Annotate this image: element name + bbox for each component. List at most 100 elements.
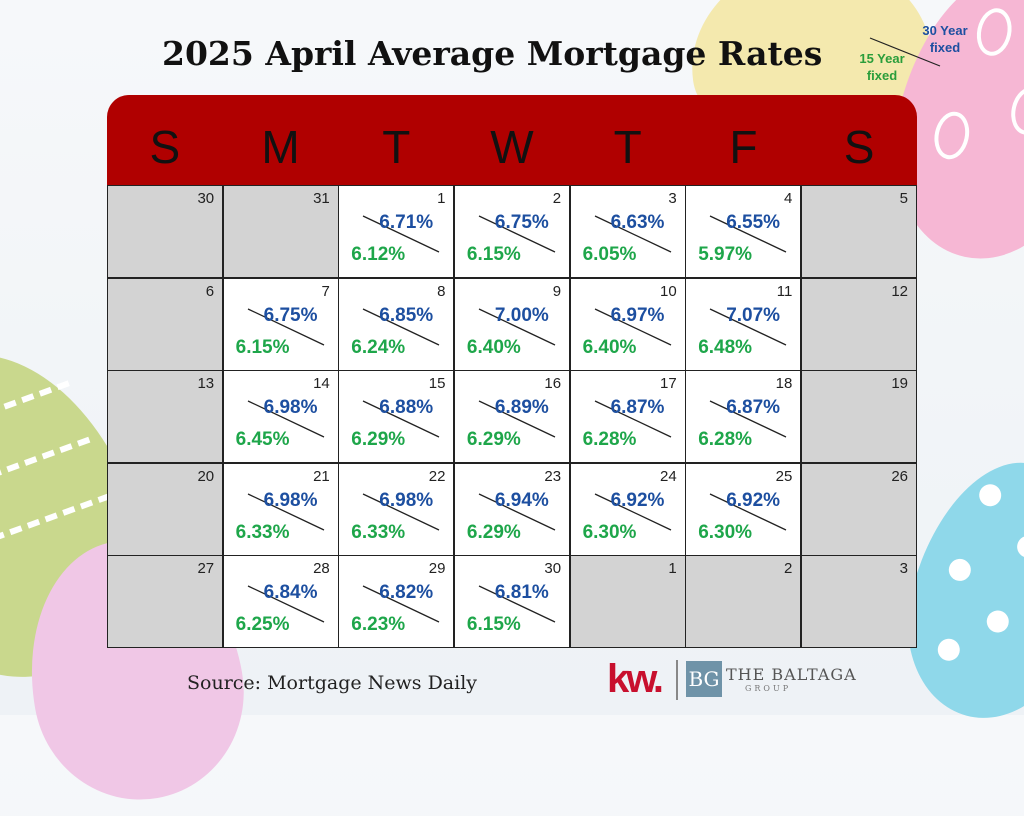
- calendar-day-cell: 13: [108, 371, 223, 462]
- rate-divider-slash: [363, 585, 440, 623]
- calendar-day-cell: 14 6.98% 6.45%: [223, 371, 338, 462]
- rate-30-year: 6.75%: [494, 212, 549, 233]
- day-number: 27: [197, 560, 215, 577]
- rate-15-year: 5.97%: [698, 244, 753, 265]
- rate-15-year: 6.25%: [235, 614, 290, 635]
- day-number: 17: [660, 375, 677, 392]
- calendar-day-cell: 15 6.88% 6.29%: [339, 371, 454, 462]
- calendar-day-cell: 10 6.97% 6.40%: [570, 278, 685, 370]
- weekday-saturday: S: [843, 121, 875, 173]
- day-number: 14: [313, 375, 330, 392]
- rate-30-year: 6.97%: [610, 304, 665, 326]
- day-number: 7: [321, 282, 330, 300]
- keller-williams-logo: kw.: [607, 657, 664, 701]
- calendar-day-cell: 2: [686, 556, 801, 647]
- legend-15-year-label: 15 Year fixed: [859, 51, 905, 83]
- calendar-day-cell: 31: [223, 186, 338, 277]
- legend-30-year-label: 30 Year fixed: [922, 23, 968, 55]
- weekday-tuesday: T: [382, 121, 411, 173]
- rate-30-year: 6.87%: [610, 397, 665, 418]
- rate-15-year: 6.48%: [698, 336, 753, 358]
- rate-30-year: 6.98%: [263, 397, 318, 418]
- weekday-monday: M: [261, 121, 300, 173]
- calendar-day-cell: 7 6.75% 6.15%: [223, 278, 338, 370]
- calendar-day-cell: 11 7.07% 6.48%: [686, 278, 801, 370]
- rate-legend: 30 Year fixed 15 Year fixed: [850, 20, 980, 90]
- calendar-day-cell: 18 6.87% 6.28%: [686, 371, 801, 462]
- rate-divider-slash: [594, 492, 671, 531]
- day-number: 30: [544, 560, 562, 577]
- rate-15-year: 6.28%: [582, 429, 637, 450]
- rate-30-year: 6.81%: [494, 582, 549, 603]
- rate-30-year: 6.94%: [494, 489, 549, 511]
- rate-divider-slash: [709, 400, 787, 438]
- day-number: 19: [891, 375, 908, 392]
- rate-15-year: 6.30%: [582, 521, 637, 543]
- calendar-day-cell: 19: [801, 371, 916, 462]
- calendar-day-cell: 2 6.75% 6.15%: [454, 186, 570, 277]
- legend-slash-icon: [869, 37, 941, 67]
- calendar-day-cell: 3: [801, 556, 916, 647]
- rate-30-year: 6.85%: [379, 304, 434, 326]
- baltaga-group-logo-mark: BG: [686, 661, 722, 697]
- day-number: 16: [544, 375, 562, 392]
- calendar-day-cell: 9 7.00% 6.40%: [454, 278, 570, 370]
- calendar-day-cell: 22 6.98% 6.33%: [339, 463, 454, 555]
- rate-divider-slash: [478, 400, 556, 438]
- rate-15-year: 6.12%: [351, 244, 406, 265]
- calendar-day-cell: 5: [801, 186, 916, 277]
- rate-30-year: 6.75%: [263, 304, 318, 326]
- rate-30-year: 6.55%: [726, 212, 781, 233]
- rate-15-year: 6.33%: [351, 521, 406, 543]
- calendar-day-cell: 24 6.92% 6.30%: [570, 463, 685, 555]
- day-number: 12: [891, 282, 908, 300]
- rate-30-year: 6.82%: [379, 582, 434, 603]
- rate-15-year: 6.30%: [698, 521, 753, 543]
- calendar-day-cell: 6: [108, 278, 223, 370]
- rate-divider-slash: [478, 585, 556, 623]
- logo-divider: [676, 660, 678, 700]
- rate-30-year: 7.07%: [726, 304, 781, 326]
- day-number: 3: [899, 560, 908, 577]
- rate-divider-slash: [594, 215, 671, 253]
- calendar-day-cell: 1 6.71% 6.12%: [339, 186, 454, 277]
- rate-divider-slash: [247, 400, 324, 438]
- weekday-friday: F: [729, 121, 758, 173]
- rate-15-year: 6.05%: [582, 244, 637, 265]
- day-number: 28: [313, 560, 330, 577]
- weekday-thursday: T: [613, 121, 642, 173]
- rate-divider-slash: [478, 215, 556, 253]
- calendar-day-cell: 23 6.94% 6.29%: [454, 463, 570, 555]
- baltaga-group-name: THE BALTAGA: [726, 665, 857, 684]
- rate-15-year: 6.45%: [235, 429, 290, 450]
- day-number: 9: [552, 282, 562, 300]
- calendar-day-cell: 3 6.63% 6.05%: [570, 186, 685, 277]
- day-number: 22: [428, 467, 446, 485]
- rate-divider-slash: [247, 307, 324, 346]
- rate-15-year: 6.29%: [466, 429, 521, 450]
- day-number: 10: [660, 282, 677, 300]
- rate-15-year: 6.24%: [351, 336, 406, 358]
- day-number: 31: [313, 190, 330, 207]
- day-number: 6: [205, 282, 215, 300]
- day-number: 21: [313, 467, 330, 485]
- rate-15-year: 6.40%: [582, 336, 637, 358]
- rate-30-year: 6.63%: [610, 212, 665, 233]
- rate-15-year: 6.15%: [466, 244, 521, 265]
- calendar-day-cell: 30 6.81% 6.15%: [454, 556, 570, 647]
- day-number: 11: [776, 282, 793, 300]
- day-number: 23: [544, 467, 562, 485]
- day-number: 25: [775, 467, 793, 485]
- rate-15-year: 6.15%: [466, 614, 521, 635]
- calendar-grid: 30 31 1 6.71% 6.12% 2 6.75% 6.15% 3 6.63% 6.05% 4 6.…: [107, 185, 917, 648]
- rate-30-year: 6.92%: [610, 489, 665, 511]
- day-number: 1: [437, 190, 446, 207]
- rate-divider-slash: [363, 492, 440, 531]
- day-number: 5: [899, 190, 908, 207]
- day-number: 29: [428, 560, 446, 577]
- weekday-wednesday: W: [490, 121, 534, 173]
- rate-15-year: 6.28%: [698, 429, 753, 450]
- day-number: 8: [437, 282, 446, 300]
- rate-30-year: 7.00%: [494, 304, 549, 326]
- rate-divider-slash: [247, 585, 324, 623]
